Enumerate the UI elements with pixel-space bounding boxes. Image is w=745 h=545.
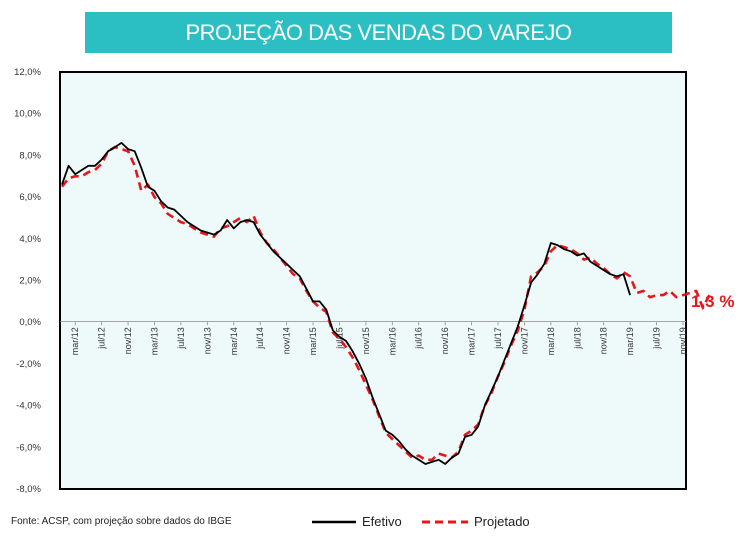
- x-tick-label: nov/17: [519, 327, 529, 354]
- y-tick-label: 6,0%: [19, 192, 41, 203]
- x-tick-label: mar/14: [229, 327, 239, 355]
- legend-label-efetivo: Efetivo: [362, 514, 402, 529]
- x-tick-label: nov/13: [202, 327, 212, 354]
- x-tick-label: nov/19: [678, 327, 688, 354]
- x-tick-label: jul/12: [97, 327, 107, 350]
- legend-swatch-solid: [312, 520, 356, 523]
- x-tick-label: mar/13: [149, 327, 159, 355]
- y-tick-label: 8,0%: [19, 150, 41, 161]
- x-tick-label: jul/18: [572, 327, 582, 350]
- y-tick-label: 4,0%: [19, 234, 41, 245]
- x-tick-label: nov/14: [282, 327, 292, 354]
- title-bar: PROJEÇÃO DAS VENDAS DO VAREJO: [85, 12, 672, 53]
- legend-swatch-dashed: [422, 520, 468, 523]
- legend-efetivo: Efetivo: [312, 514, 402, 529]
- x-tick-label: mar/17: [467, 327, 477, 355]
- source-note: Fonte: ACSP, com projeção sobre dados do…: [11, 516, 232, 527]
- series-line-efetivo: [61, 141, 631, 465]
- projection-annotation: 1,3 %: [691, 292, 734, 311]
- chart-title: PROJEÇÃO DAS VENDAS DO VAREJO: [185, 19, 572, 45]
- y-tick-label: -8,0%: [16, 484, 41, 495]
- x-tick-label: nov/16: [440, 327, 450, 354]
- x-tick-label: jul/17: [493, 327, 503, 350]
- series-line-projetado: [60, 145, 711, 462]
- x-tick-label: nov/15: [361, 327, 371, 354]
- y-tick-label: 0,0%: [19, 317, 41, 328]
- y-tick-label: 2,0%: [19, 276, 41, 287]
- legend-label-projetado: Projetado: [474, 514, 530, 529]
- y-tick-label: 10,0%: [14, 109, 41, 120]
- x-tick-label: nov/18: [599, 327, 609, 354]
- x-tick-label: mar/19: [625, 327, 635, 355]
- x-tick-label: mar/15: [308, 327, 318, 355]
- x-tick-label: mar/16: [387, 327, 397, 355]
- y-tick-label: -6,0%: [16, 442, 41, 453]
- y-tick-label: -2,0%: [16, 359, 41, 370]
- x-tick-label: jul/16: [414, 327, 424, 350]
- y-tick-label: -4,0%: [16, 401, 41, 412]
- y-tick-label: 12,0%: [14, 67, 41, 78]
- legend-projetado: Projetado: [422, 514, 530, 529]
- x-tick-label: jul/15: [334, 327, 344, 350]
- x-tick-label: mar/18: [546, 327, 556, 355]
- x-tick-label: jul/13: [176, 327, 186, 350]
- plot-area: [59, 71, 687, 490]
- x-tick-label: jul/14: [255, 327, 265, 350]
- x-tick-label: mar/12: [70, 327, 80, 355]
- x-tick-label: jul/19: [652, 327, 662, 350]
- x-tick-label: nov/12: [123, 327, 133, 354]
